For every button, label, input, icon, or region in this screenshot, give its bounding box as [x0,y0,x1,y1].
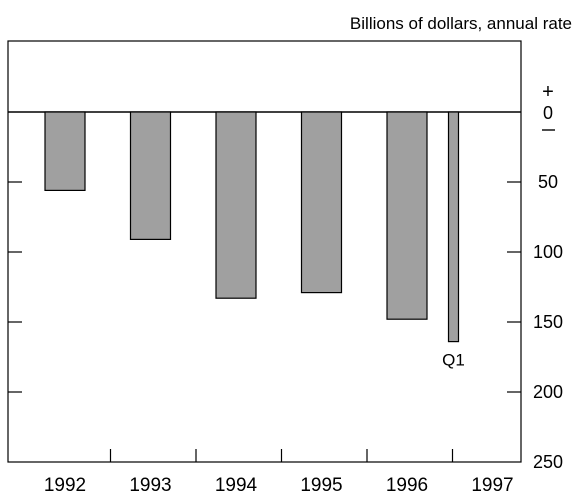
ytick-label-0: 0 [543,103,553,123]
ytick-label-150: 150 [533,312,563,332]
xtick-label-1995: 1995 [300,475,342,496]
bar-1993 [129,111,172,241]
bar-1994 [215,111,257,299]
ytick-label-200: 200 [533,382,563,402]
unit-label: Billions of dollars, annual rate [349,14,572,33]
xtick-label-1994: 1994 [215,475,258,496]
bar-1992 [44,111,86,192]
ytick-label-50: 50 [538,172,558,192]
xtick-label-1992: 1992 [44,475,86,496]
ytick-label-250: 250 [533,452,563,472]
plot-frame [7,40,522,463]
plus-sign: + [542,81,554,103]
ytick-label-100: 100 [533,242,563,262]
xtick-label-1996: 1996 [386,475,428,496]
bar-1995 [300,111,343,294]
bar-label-1997: Q1 [442,351,465,370]
xtick-label-1997: 1997 [471,475,513,496]
bar-1996 [386,111,428,320]
xtick-label-1993: 1993 [129,475,171,496]
bar-1997 [447,111,460,343]
